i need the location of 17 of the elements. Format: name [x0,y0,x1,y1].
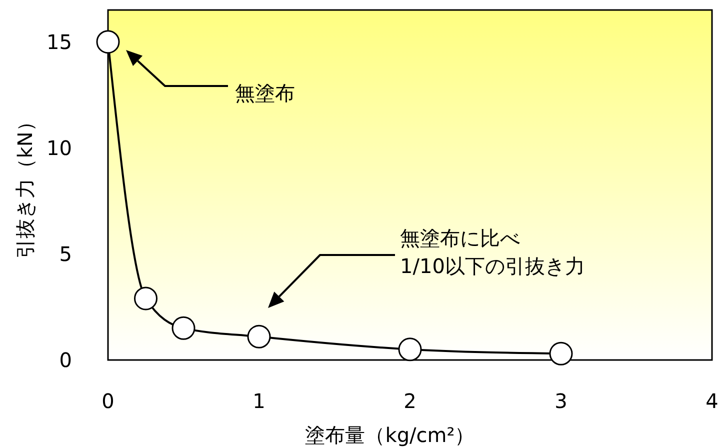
x-axis-title: 塗布量（kg/cm²） [305,423,475,447]
x-tick-label: 4 [706,389,718,413]
point [134,286,158,310]
y-tick-label: 0 [59,348,72,372]
y-tick-label: 5 [59,242,72,266]
point [172,316,196,340]
y-axis-title: 引抜き力（kN） [13,112,37,258]
point [96,30,120,54]
x-tick-label: 2 [404,389,416,413]
x-tick-label: 1 [252,389,266,413]
y-tick-label: 15 [46,30,72,54]
point [247,324,271,348]
annotation: 無塗布に比べ 1/10以下の引抜き力 [400,226,585,278]
x-tick-label: 3 [554,389,568,413]
x-tick-label: 0 [102,389,114,413]
annotation: 無塗布 [235,81,295,105]
y-tick-label: 10 [46,136,72,160]
